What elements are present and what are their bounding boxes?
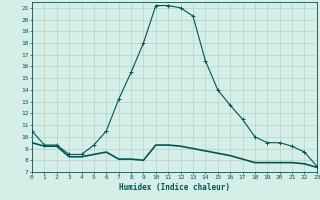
X-axis label: Humidex (Indice chaleur): Humidex (Indice chaleur) xyxy=(119,183,230,192)
